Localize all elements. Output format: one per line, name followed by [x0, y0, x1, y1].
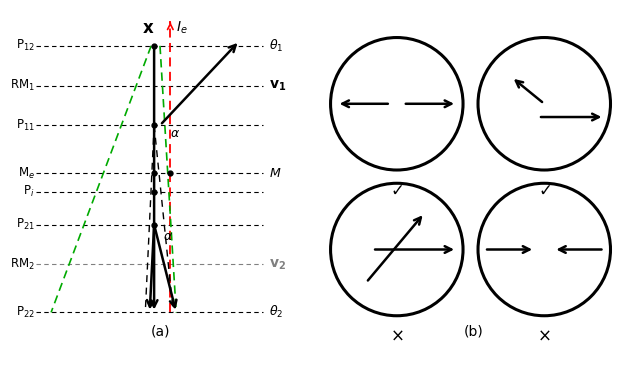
Text: $M$: $M$ [269, 167, 282, 180]
Text: P$_{12}$: P$_{12}$ [16, 38, 35, 53]
Text: x: x [143, 20, 154, 37]
Text: (a): (a) [150, 325, 170, 339]
Text: M$_e$: M$_e$ [18, 166, 35, 181]
Text: $\times$: $\times$ [390, 327, 404, 344]
Text: $\checkmark$: $\checkmark$ [390, 181, 403, 199]
Text: $I_e$: $I_e$ [176, 20, 188, 36]
Text: $\mathbf{v_1}$: $\mathbf{v_1}$ [269, 78, 286, 93]
Text: $\alpha$: $\alpha$ [170, 127, 180, 140]
Text: RM$_2$: RM$_2$ [10, 257, 35, 272]
Text: $\theta_2$: $\theta_2$ [269, 304, 283, 321]
Text: RM$_1$: RM$_1$ [10, 78, 35, 93]
Text: P$_{21}$: P$_{21}$ [16, 217, 35, 232]
Text: $\theta_1$: $\theta_1$ [269, 38, 284, 54]
Text: $\alpha$: $\alpha$ [163, 230, 173, 243]
Text: $\mathbf{v_2}$: $\mathbf{v_2}$ [269, 257, 286, 272]
Text: $\checkmark$: $\checkmark$ [538, 181, 551, 199]
Text: P$_{11}$: P$_{11}$ [16, 118, 35, 133]
Text: (b): (b) [464, 325, 483, 339]
Text: $\times$: $\times$ [538, 327, 551, 344]
Text: P$_i$: P$_i$ [24, 184, 35, 199]
Text: P$_{22}$: P$_{22}$ [16, 305, 35, 320]
